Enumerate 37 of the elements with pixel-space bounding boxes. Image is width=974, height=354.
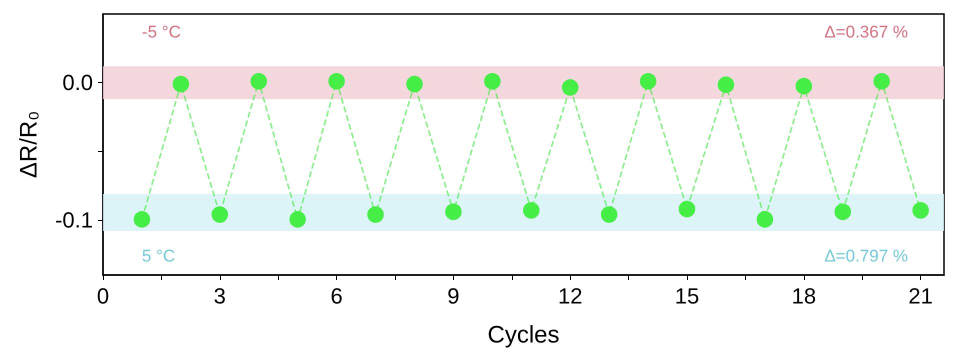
x-tick-label: 9 [447, 284, 460, 308]
point [367, 206, 384, 223]
x-tick-label: 12 [558, 284, 582, 308]
point [134, 211, 150, 228]
point [796, 78, 812, 94]
y-tick-label: -0.1 [55, 208, 93, 233]
point [678, 200, 696, 218]
point [250, 73, 267, 90]
y-axis-title: ΔR/R₀ [16, 110, 42, 178]
point [406, 76, 423, 92]
x-tick-label: 0 [96, 284, 110, 308]
point [718, 76, 734, 93]
point [172, 76, 190, 92]
x-axis-title: Cycles [487, 322, 560, 348]
point [484, 73, 501, 90]
point [600, 206, 618, 223]
y-tick-label: 0.0 [62, 70, 93, 96]
point [212, 206, 228, 223]
point [912, 202, 929, 219]
band-label: -5 °C [142, 22, 181, 42]
point [562, 79, 578, 96]
x-tick-label: 6 [330, 284, 343, 308]
point [834, 204, 852, 220]
x-tick-label: 3 [214, 284, 226, 308]
annotation: Δ=0.797 % [824, 246, 908, 266]
point [328, 73, 345, 90]
point [289, 211, 306, 228]
band-label: 5 °C [142, 246, 176, 266]
point [445, 204, 462, 220]
point [756, 211, 774, 228]
point [523, 202, 540, 219]
x-tick-label: 18 [792, 284, 816, 308]
x-tick-label: 15 [674, 284, 700, 308]
point [873, 73, 890, 90]
x-tick-label: 21 [908, 284, 933, 308]
point [640, 73, 656, 90]
annotation: Δ=0.367 % [824, 22, 908, 42]
